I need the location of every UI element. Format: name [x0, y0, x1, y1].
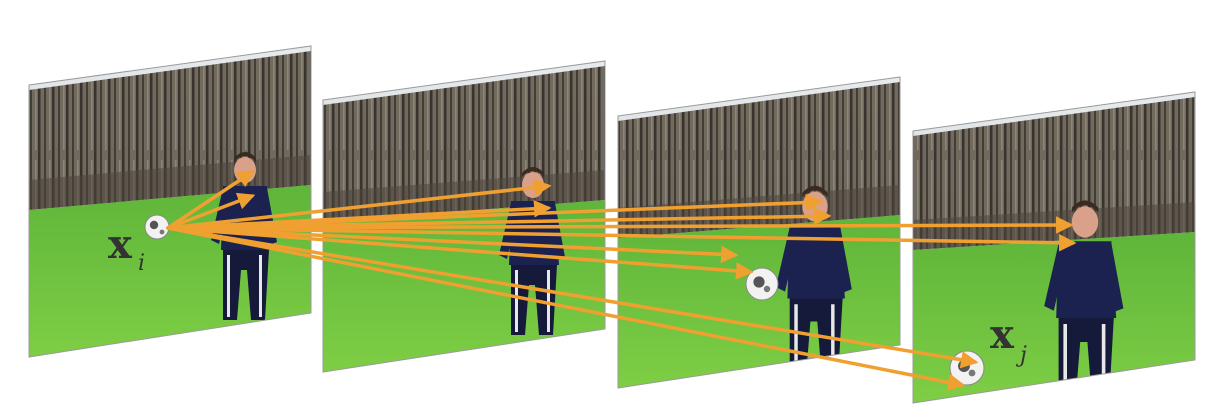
frame-border	[28, 45, 312, 358]
player	[1044, 200, 1124, 402]
correspondence-arrow	[166, 178, 552, 230]
correspondence-arrow	[166, 226, 966, 391]
correspondence-arrow	[166, 170, 255, 230]
soccer-ball	[949, 350, 985, 386]
label-xi: x i	[108, 221, 145, 276]
correspondence-arrow	[166, 226, 979, 369]
correspondence-arrow	[166, 226, 1077, 252]
correspondence-arrow	[166, 216, 1074, 234]
correspondence-arrow	[166, 192, 256, 230]
correspondence-arrow	[166, 226, 754, 280]
frame-4	[912, 91, 1196, 404]
frame-border	[617, 76, 901, 389]
correspondence-arrow	[166, 226, 739, 264]
correspondence-arrows	[166, 170, 1077, 391]
label-xi-base: x	[108, 221, 133, 268]
frame-border	[912, 91, 1196, 404]
frame-border	[322, 60, 606, 373]
label-xi-sub: i	[138, 251, 145, 276]
soccer-ball	[144, 214, 170, 240]
soccer-ball	[745, 267, 779, 301]
label-xj-base: x	[990, 311, 1015, 358]
frame-1	[28, 45, 312, 358]
correspondence-arrow	[166, 193, 824, 230]
